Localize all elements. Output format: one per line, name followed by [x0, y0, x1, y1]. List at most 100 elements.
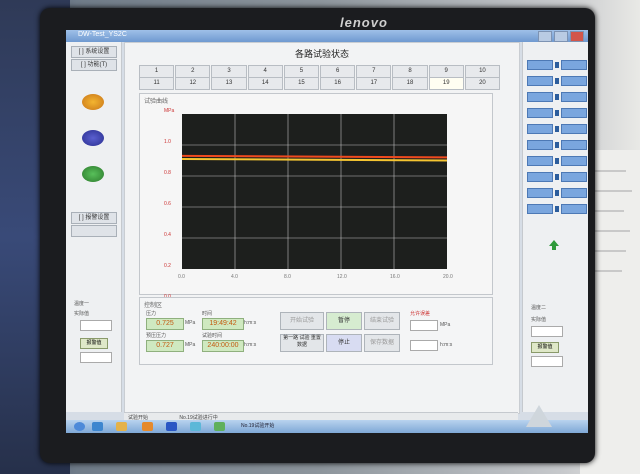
x-tick-label: 16.0: [390, 274, 400, 280]
media-icon[interactable]: [142, 422, 153, 431]
chart-frame-label: 试验曲线: [144, 99, 169, 105]
tab-17[interactable]: 17: [356, 77, 392, 90]
taskbar: No.19试验开始: [66, 420, 588, 433]
tab-20[interactable]: 20: [464, 77, 501, 90]
control-area: 控制区 压力 0.725 MPa 时间 19:49:42 h:m:s 预压压力 …: [139, 297, 493, 365]
y-tick-label: 0.2: [164, 263, 171, 269]
main-panel: 各路试验状态 1 2 3 4 5 6 7 8 9 10 11 12 13 14 …: [124, 42, 520, 414]
alarm-value-label[interactable]: 报警值: [80, 338, 108, 349]
ie-icon[interactable]: [92, 422, 103, 431]
limit-field[interactable]: [410, 320, 438, 331]
system-settings-button[interactable]: [ ] 系统设置: [71, 46, 117, 58]
pump-icon[interactable]: [82, 130, 104, 146]
valve-icon[interactable]: [82, 94, 104, 110]
y-tick-label: MPa: [164, 108, 175, 114]
pressure-unit: MPa: [185, 320, 196, 326]
aux-button[interactable]: [71, 225, 117, 237]
right-alarm-value-field[interactable]: [531, 356, 563, 367]
channel-pair-9[interactable]: [527, 188, 587, 198]
minimize-button[interactable]: [538, 31, 552, 42]
channel-pair-1[interactable]: [527, 60, 587, 70]
warning-icon: [526, 405, 552, 427]
preset-pressure-value: 0.727: [146, 340, 184, 352]
test-time-unit: h:m:s: [244, 342, 257, 348]
preset-pressure-unit: MPa: [185, 342, 196, 348]
test-time-label: 试验时间: [202, 333, 223, 339]
channel-pair-4[interactable]: [527, 108, 587, 118]
left-panel: [ ] 系统设置 [ ] 功能(T) [ ] 报警设置 温度一 实际值 报警值: [66, 42, 122, 412]
channel-pair-2[interactable]: [527, 76, 587, 86]
tab-14[interactable]: 14: [247, 77, 283, 90]
temperature-one-label: 温度一: [74, 301, 90, 307]
right-alarm-value-label[interactable]: 报警值: [531, 342, 559, 353]
tab-8[interactable]: 8: [392, 65, 428, 78]
y-tick-label: 1.0: [164, 139, 171, 145]
pressure-label: 压力: [146, 311, 157, 317]
x-tick-label: 0.0: [178, 274, 185, 280]
test-time-value: 240:00:00: [202, 340, 244, 352]
actual-value-field[interactable]: [80, 320, 112, 331]
tab-12[interactable]: 12: [175, 77, 211, 90]
screen: DW-Test_YS2C [ ] 系统设置 [ ] 功能(T) [ ] 报警设置…: [66, 30, 588, 433]
status-mid: No.19试验进行中: [179, 415, 218, 421]
time-label: 时间: [202, 311, 213, 317]
taskbar-status: No.19试验开始: [241, 423, 275, 429]
pause-button[interactable]: 暂停: [326, 312, 362, 330]
preset-pressure-label: 预压压力: [146, 333, 167, 339]
limit-time-unit: h:m:s: [440, 342, 453, 348]
alarm-value-field[interactable]: [80, 352, 112, 363]
app-s-icon[interactable]: [166, 422, 177, 431]
y-tick-label: 0.4: [164, 232, 171, 238]
channel-pair-5[interactable]: [527, 124, 587, 134]
time-unit: h:m:s: [244, 320, 257, 326]
tab-15[interactable]: 15: [283, 77, 320, 90]
x-tick-label: 12.0: [337, 274, 347, 280]
limit-label: 允许误差: [410, 311, 431, 317]
window-titlebar: DW-Test_YS2C: [66, 30, 588, 42]
tab-19[interactable]: 19: [428, 77, 464, 90]
channel-pair-7[interactable]: [527, 156, 587, 166]
maximize-button[interactable]: [554, 31, 568, 42]
x-tick-label: 8.0: [284, 274, 291, 280]
start-test-button[interactable]: 开始试验: [280, 312, 324, 330]
control-frame-label: 控制区: [144, 303, 163, 309]
tab-16[interactable]: 16: [320, 77, 356, 90]
right-panel: 温度二 实际值 报警值: [522, 42, 588, 412]
stop-button[interactable]: 停止: [326, 334, 362, 352]
status-left: 试验开始: [128, 415, 149, 421]
tab-11[interactable]: 11: [139, 77, 175, 90]
y-tick-label: 0.6: [164, 201, 171, 207]
y-tick-label: 0.8: [164, 170, 171, 176]
reset-data-button[interactable]: 第一路 试验 重置数据: [280, 334, 324, 352]
save-data-button[interactable]: 保存数据: [364, 334, 400, 352]
end-test-button[interactable]: 结束试验: [364, 312, 400, 330]
x-tick-label: 4.0: [231, 274, 238, 280]
time-value: 19:49:42: [202, 318, 244, 330]
limit-time-field[interactable]: [410, 340, 438, 351]
pressure-value: 0.725: [146, 318, 184, 330]
actual-value-label: 实际值: [74, 311, 90, 317]
tab-13[interactable]: 13: [211, 77, 247, 90]
gauge-icon[interactable]: [82, 166, 104, 182]
app-icon[interactable]: [190, 422, 201, 431]
channel-pair-10[interactable]: [527, 204, 587, 214]
test-app-icon[interactable]: [214, 422, 225, 431]
x-tick-label: 20.0: [443, 274, 453, 280]
channel-pair-8[interactable]: [527, 172, 587, 182]
series-line-2: [182, 157, 447, 162]
channel-pair-3[interactable]: [527, 92, 587, 102]
up-arrow-icon[interactable]: [549, 240, 559, 250]
tab-18[interactable]: 18: [392, 77, 428, 90]
function-button[interactable]: [ ] 功能(T): [71, 59, 117, 71]
limit-unit: MPa: [440, 322, 451, 328]
tab-row-2: 11 12 13 14 15 16 17 18 19 20: [139, 77, 501, 90]
channel-pair-6[interactable]: [527, 140, 587, 150]
page-title: 各路试验状态: [294, 49, 349, 59]
right-actual-value-field[interactable]: [531, 326, 563, 337]
start-button-icon[interactable]: [74, 422, 85, 431]
alarm-settings-button[interactable]: [ ] 报警设置: [71, 212, 117, 224]
status-bar: 试验开始 No.19试验进行中: [124, 412, 518, 423]
close-button[interactable]: [570, 31, 584, 42]
folder-icon[interactable]: [116, 422, 127, 431]
monitor-brand: lenovo: [340, 15, 388, 30]
